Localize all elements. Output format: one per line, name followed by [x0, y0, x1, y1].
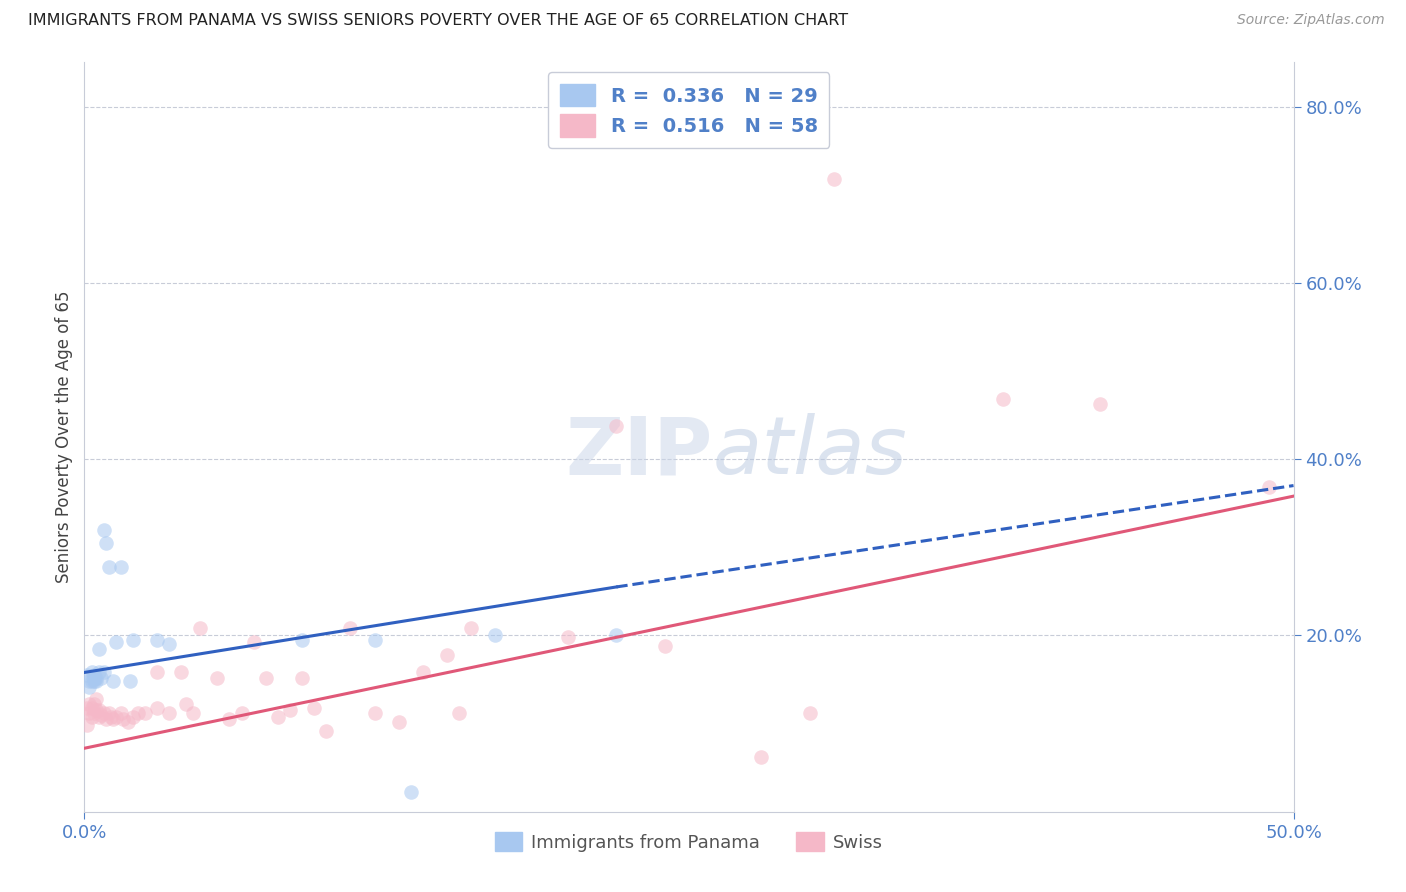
Point — [80, 674, 103, 689]
Point — [104, 635, 127, 649]
Point — [93, 706, 115, 720]
Point — [86, 692, 108, 706]
Point — [412, 665, 434, 680]
Point — [605, 628, 627, 642]
Point — [90, 707, 112, 722]
Point — [484, 628, 506, 642]
Point — [86, 674, 108, 689]
Point — [799, 706, 821, 720]
Legend: Immigrants from Panama, Swiss: Immigrants from Panama, Swiss — [488, 825, 890, 859]
Point — [207, 671, 229, 685]
Point — [120, 674, 142, 689]
Text: IMMIGRANTS FROM PANAMA VS SWISS SENIORS POVERTY OVER THE AGE OF 65 CORRELATION C: IMMIGRANTS FROM PANAMA VS SWISS SENIORS … — [28, 13, 848, 29]
Point — [157, 637, 180, 651]
Point — [80, 709, 103, 723]
Point — [823, 171, 845, 186]
Point — [97, 706, 120, 720]
Point — [134, 706, 156, 720]
Point — [315, 723, 337, 738]
Point — [112, 712, 135, 726]
Point — [339, 621, 361, 635]
Point — [80, 665, 103, 680]
Point — [557, 630, 579, 644]
Point — [291, 632, 314, 647]
Text: atlas: atlas — [713, 413, 908, 491]
Point — [267, 709, 290, 723]
Point — [181, 706, 204, 720]
Point — [87, 641, 110, 656]
Text: Source: ZipAtlas.com: Source: ZipAtlas.com — [1237, 13, 1385, 28]
Point — [110, 559, 132, 574]
Point — [291, 671, 314, 685]
Point — [1258, 480, 1281, 494]
Point — [80, 700, 103, 714]
Point — [460, 621, 482, 635]
Point — [77, 680, 100, 694]
Point — [751, 750, 773, 764]
Point — [103, 712, 125, 726]
Point — [157, 706, 180, 720]
Point — [77, 697, 100, 711]
Point — [190, 621, 212, 635]
Point — [399, 785, 422, 799]
Point — [1088, 397, 1111, 411]
Point — [76, 700, 98, 714]
Point — [83, 668, 105, 682]
Point — [93, 665, 115, 680]
Point — [449, 706, 471, 720]
Point — [363, 706, 385, 720]
Point — [87, 665, 110, 680]
Point — [100, 709, 122, 723]
Point — [97, 559, 120, 574]
Point — [86, 703, 108, 717]
Point — [146, 632, 169, 647]
Point — [121, 632, 143, 647]
Point — [77, 706, 100, 720]
Point — [363, 632, 385, 647]
Point — [77, 674, 100, 689]
Point — [127, 706, 149, 720]
Point — [104, 709, 127, 723]
Point — [110, 706, 132, 720]
Point — [94, 536, 117, 550]
Point — [117, 714, 139, 729]
Point — [90, 671, 112, 685]
Point — [302, 700, 325, 714]
Point — [83, 706, 105, 720]
Point — [231, 706, 253, 720]
Point — [170, 665, 193, 680]
Point — [254, 671, 277, 685]
Point — [242, 635, 264, 649]
Point — [94, 712, 117, 726]
Point — [103, 674, 125, 689]
Point — [993, 392, 1015, 407]
Point — [388, 714, 411, 729]
Point — [83, 674, 105, 689]
Point — [278, 703, 301, 717]
Point — [121, 709, 143, 723]
Point — [83, 697, 105, 711]
Point — [654, 639, 676, 653]
Point — [76, 718, 98, 732]
Point — [146, 665, 169, 680]
Text: ZIP: ZIP — [565, 413, 713, 491]
Point — [218, 712, 240, 726]
Point — [174, 697, 197, 711]
Point — [87, 709, 110, 723]
Point — [93, 523, 115, 537]
Point — [436, 648, 458, 662]
Point — [146, 700, 169, 714]
Point — [87, 703, 110, 717]
Y-axis label: Seniors Poverty Over the Age of 65: Seniors Poverty Over the Age of 65 — [55, 291, 73, 583]
Point — [83, 673, 105, 687]
Point — [76, 668, 98, 682]
Point — [86, 671, 108, 685]
Point — [605, 418, 627, 433]
